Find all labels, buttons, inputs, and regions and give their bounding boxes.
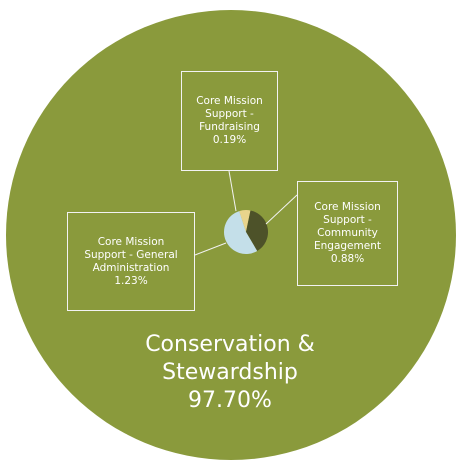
leader-lines — [194, 170, 298, 256]
callout-fundraising-value: 0.19% — [212, 134, 247, 146]
callout-fundraising-line2: Support - — [205, 108, 254, 120]
leader-fundraising — [228, 170, 237, 212]
callout-admin-line3: Administration — [92, 261, 170, 274]
callout-community-value: 0.88% — [330, 253, 365, 265]
callout-admin-value: 1.23% — [114, 274, 148, 287]
small-pie-group — [223, 210, 268, 255]
callout-admin-line2: Support - General — [84, 248, 178, 261]
callout-fundraising: Core Mission Support - Fundraising 0.19% — [181, 71, 278, 171]
callout-community-line1: Core Mission — [314, 201, 381, 213]
leader-general-administration — [194, 242, 227, 256]
slice-community-engagement — [246, 210, 268, 251]
callout-community-line4: Engagement — [314, 240, 381, 252]
leader-community-engagement — [265, 194, 298, 225]
label-conservation-line1: Conservation & — [145, 332, 315, 357]
callout-community-line3: Community — [317, 227, 378, 239]
callout-fundraising-line3: Fundraising — [199, 121, 260, 133]
label-conservation-value: 97.70% — [188, 388, 272, 413]
callout-fundraising-line1: Core Mission — [196, 95, 263, 107]
callout-community-engagement: Core Mission Support - Community Engagem… — [297, 181, 398, 286]
callout-general-administration: Core Mission Support - General Administr… — [67, 212, 195, 311]
callout-admin-line1: Core Mission — [97, 235, 165, 248]
label-conservation-stewardship: Conservation & Stewardship 97.70% — [100, 331, 360, 415]
label-conservation-line2: Stewardship — [162, 360, 298, 385]
slice-general-administration — [223, 211, 258, 255]
callout-community-line2: Support - — [323, 214, 372, 226]
slice-fundraising — [239, 210, 251, 232]
